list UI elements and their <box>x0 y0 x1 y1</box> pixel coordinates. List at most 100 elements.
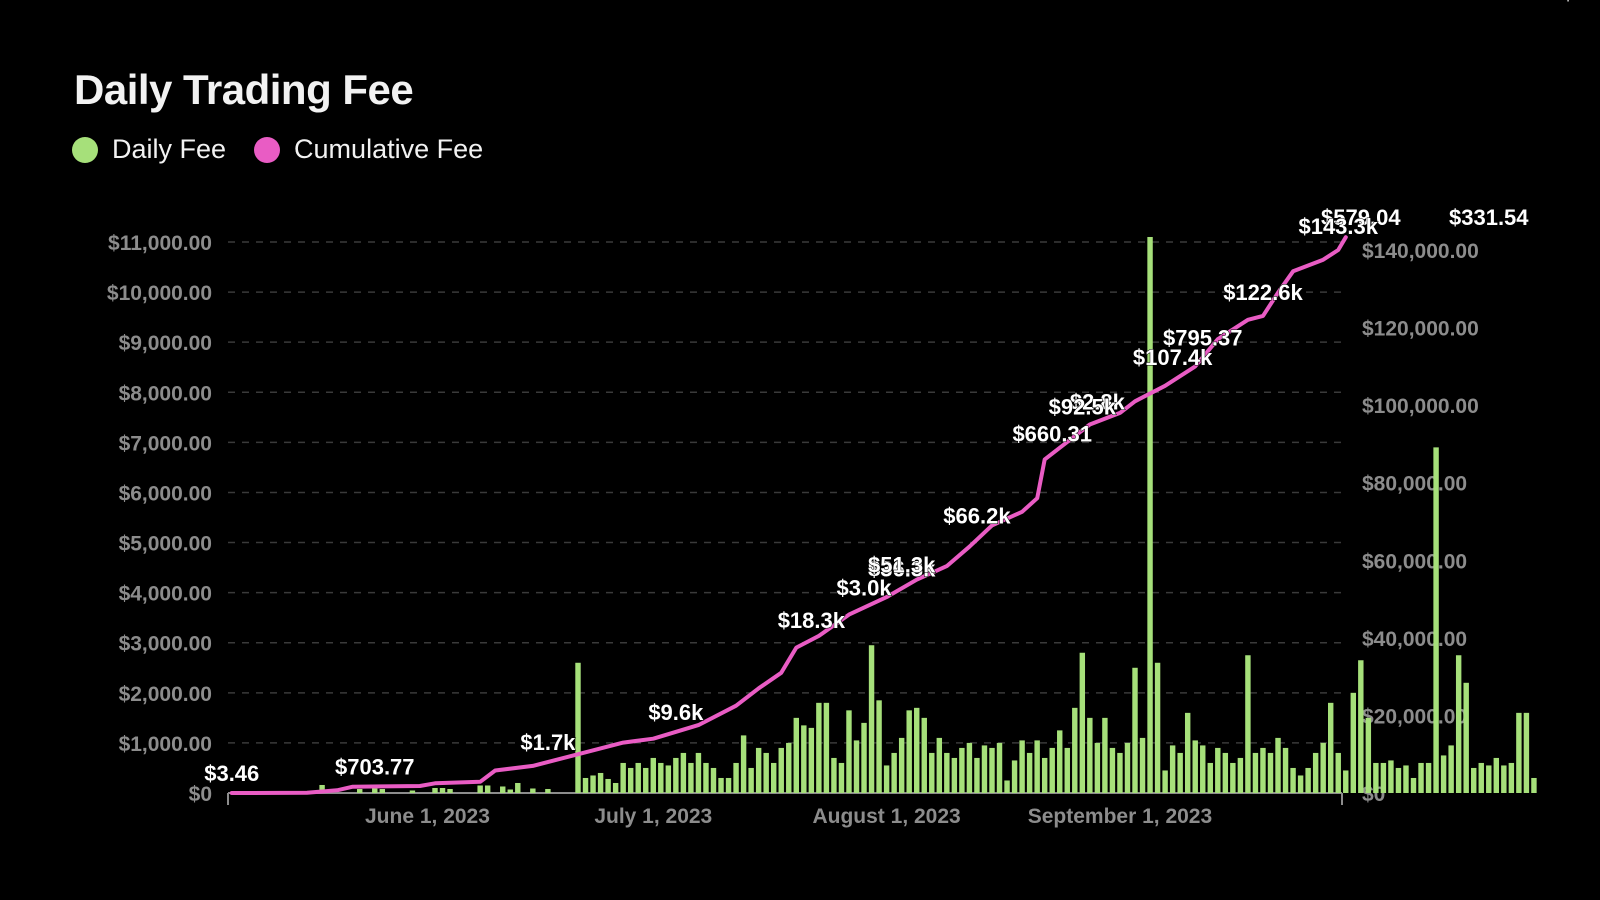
y-left-tick-label: $3,000.00 <box>119 633 212 656</box>
x-tick-label: August 1, 2023 <box>812 805 960 828</box>
y-left-tick-label: $8,000.00 <box>119 382 212 405</box>
daily-fee-data-label: $2.8k <box>1070 390 1126 415</box>
daily-fee-bar <box>883 765 890 793</box>
daily-fee-bar <box>1154 662 1161 793</box>
daily-fee-bar <box>688 762 694 793</box>
daily-fee-bar <box>929 752 935 793</box>
daily-fee-data-label: $18.3k <box>778 608 846 633</box>
y-left-tick-label: $5,000.00 <box>119 533 212 556</box>
daily-fee-bar <box>1109 747 1116 793</box>
legend-item-daily-fee[interactable]: Daily Fee <box>72 134 226 165</box>
daily-fee-data-label: $3.0k <box>837 576 893 601</box>
daily-fee-bar <box>951 757 958 793</box>
daily-fee-bar <box>1395 767 1402 793</box>
daily-fee-data-label: $1.7k <box>520 730 576 755</box>
daily-fee-bar <box>944 752 950 793</box>
daily-fee-bar <box>718 777 724 793</box>
daily-fee-bar <box>1343 770 1349 793</box>
daily-fee-bar <box>605 778 611 793</box>
daily-fee-bar <box>846 710 852 793</box>
daily-fee-bar <box>1162 770 1168 793</box>
daily-fee-bar <box>1380 762 1387 793</box>
daily-fee-data-label: $579.04 <box>1321 205 1401 230</box>
daily-fee-bar <box>1267 752 1274 793</box>
daily-fee-data-label: $331.54 <box>1449 205 1529 230</box>
x-tick-label: June 1, 2023 <box>365 805 490 828</box>
daily-fee-bar <box>1049 747 1055 793</box>
y-right-tick-label: $40,000.00 <box>1362 628 1467 651</box>
daily-fee-bar <box>1117 752 1123 793</box>
daily-fee-bar <box>1358 660 1364 793</box>
y-left-tick-label: $1,000.00 <box>119 733 212 756</box>
legend-item-cumulative-fee[interactable]: Cumulative Fee <box>254 134 483 165</box>
daily-fee-bar <box>1493 757 1500 793</box>
daily-fee-bar <box>439 787 446 793</box>
daily-fee-bar <box>1207 762 1213 793</box>
daily-fee-bar <box>740 735 747 793</box>
daily-fee-bar <box>1041 757 1048 793</box>
daily-fee-bar <box>1079 652 1086 793</box>
legend-dot-cumulative-fee <box>254 136 281 163</box>
daily-fee-bar <box>1516 712 1522 793</box>
x-tick-label: September 1, 2023 <box>1028 805 1212 828</box>
daily-fee-bar <box>515 782 521 793</box>
x-tick-label: July 1, 2023 <box>594 805 712 828</box>
daily-fee-data-label: $334.37 <box>1562 0 1600 5</box>
y-right-tick-label: $120,000.00 <box>1362 318 1479 341</box>
daily-fee-bar <box>1433 447 1439 793</box>
daily-fee-bar <box>959 747 965 793</box>
daily-fee-bar <box>484 785 491 793</box>
daily-fee-data-label: $660.31 <box>1012 422 1092 447</box>
daily-fee-bar <box>1501 765 1507 793</box>
daily-fee-bar <box>530 788 536 793</box>
daily-fee-bar <box>1365 717 1372 793</box>
y-left-tick-label: $10,000.00 <box>107 282 212 305</box>
daily-fee-bar <box>876 700 882 793</box>
chart-title: Daily Trading Fee <box>74 66 414 113</box>
cumulative-fee-data-label: $92.5k <box>1049 394 1117 419</box>
daily-fee-bar <box>1004 780 1010 793</box>
y-left-tick-label: $9,000.00 <box>119 332 212 355</box>
daily-fee-bar <box>770 762 777 793</box>
daily-fee-bar <box>974 757 980 793</box>
daily-fee-bar <box>1230 762 1236 793</box>
daily-fee-bar <box>936 737 943 793</box>
daily-fee-bar <box>786 742 792 793</box>
daily-fee-bar <box>1019 740 1025 793</box>
daily-fee-bar <box>627 767 634 793</box>
daily-fee-bar <box>319 784 325 793</box>
daily-fee-bar <box>1305 767 1311 793</box>
daily-fee-bar <box>1335 752 1341 793</box>
y-right-tick-label: $100,000.00 <box>1362 395 1479 418</box>
daily-fee-bar <box>966 742 973 793</box>
daily-fee-bar <box>793 717 800 793</box>
y-left-tick-label: $11,000.00 <box>108 232 212 255</box>
daily-fee-bar <box>1245 655 1251 793</box>
daily-fee-bar <box>989 747 995 793</box>
daily-fee-bar <box>1463 682 1469 793</box>
daily-fee-bar <box>612 782 619 793</box>
legend-label-daily-fee: Daily Fee <box>112 134 227 164</box>
daily-fee-bar <box>1508 762 1515 793</box>
daily-fee-bar <box>1034 740 1040 793</box>
daily-fee-bar <box>914 707 920 793</box>
daily-fee-bar <box>1124 742 1131 793</box>
daily-fee-bar <box>1523 712 1530 793</box>
cumulative-fee-line <box>229 235 1348 795</box>
daily-fee-bar <box>868 645 875 793</box>
daily-fee-bar <box>823 702 830 793</box>
daily-fee-bar <box>1531 777 1537 793</box>
daily-fee-bar <box>981 745 988 793</box>
daily-fee-bar <box>1177 752 1183 793</box>
daily-fee-bar <box>1169 745 1176 793</box>
daily-fee-bar <box>1102 717 1108 793</box>
daily-fee-bar <box>1011 760 1018 793</box>
daily-fee-bar <box>763 752 769 793</box>
daily-fee-bar <box>1222 752 1229 793</box>
daily-fee-bar <box>1403 765 1409 793</box>
daily-fee-bar <box>680 752 687 793</box>
daily-fee-bar <box>1087 717 1093 793</box>
daily-fee-bar <box>1312 752 1319 793</box>
daily-fee-bar <box>1418 762 1424 793</box>
daily-fee-bar <box>853 740 860 793</box>
